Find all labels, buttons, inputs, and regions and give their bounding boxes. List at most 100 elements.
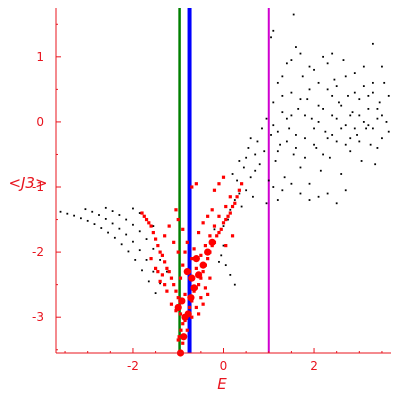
point-s1-93: [160, 273, 164, 277]
point-s1-31: [174, 289, 178, 293]
point-s0-187: [229, 273, 232, 276]
point-s0-138: [358, 114, 361, 117]
point-s0-84: [313, 68, 315, 71]
point-s0-70: [281, 111, 284, 114]
point-s0-74: [290, 91, 293, 94]
point-s0-8: [113, 236, 116, 239]
point-s0-60: [252, 195, 254, 198]
point-s1-40: [153, 237, 158, 241]
point-s0-103: [356, 134, 358, 136]
point-s0-141: [371, 127, 374, 130]
point-s0-64: [227, 218, 229, 221]
point-s0-172: [371, 42, 374, 45]
point-s0-27: [104, 206, 107, 209]
y-tick-label-1: -2: [32, 245, 44, 259]
point-s0-31: [132, 223, 134, 226]
point-s1-12: [201, 270, 205, 274]
point-s1-36: [163, 260, 167, 264]
point-s0-156: [281, 75, 284, 78]
point-s0-22: [132, 240, 134, 243]
point-s1-60: [199, 253, 203, 257]
point-s0-121: [281, 94, 284, 97]
point-s1-69: [206, 214, 210, 218]
point-s0-37: [132, 207, 134, 210]
point-s1-59: [194, 266, 198, 270]
point-s1-57: [185, 240, 189, 244]
point-s1-27: [235, 195, 239, 199]
point-s0-124: [295, 134, 297, 136]
point-s1-33: [169, 276, 174, 280]
point-s0-186: [224, 264, 227, 267]
point-s0-189: [218, 260, 220, 263]
point-s0-87: [319, 169, 322, 172]
point-s2-9: [204, 248, 212, 256]
point-s0-110: [371, 91, 374, 94]
point-s0-159: [308, 65, 311, 68]
point-s0-123: [290, 114, 293, 117]
point-s0-162: [335, 85, 338, 88]
point-s0-184: [222, 244, 225, 247]
point-s0-145: [285, 117, 288, 120]
point-s0-190: [222, 225, 225, 227]
point-s0-191: [213, 228, 216, 231]
point-s0-131: [326, 137, 329, 140]
point-s0-147: [304, 156, 306, 159]
point-s0-168: [270, 36, 272, 39]
point-s0-144: [276, 150, 279, 153]
point-s0-67: [274, 160, 277, 162]
point-s0-56: [238, 192, 241, 195]
point-s0-24: [145, 259, 148, 261]
point-s0-63: [229, 208, 232, 211]
point-s0-151: [340, 127, 343, 130]
point-s0-94: [335, 140, 338, 143]
point-s1-44: [144, 217, 149, 222]
point-s0-72: [285, 62, 288, 65]
point-s1-73: [183, 292, 187, 297]
point-s0-41: [231, 173, 234, 175]
point-s0-53: [265, 117, 268, 120]
point-s1-39: [156, 243, 160, 248]
point-s0-120: [276, 130, 279, 133]
point-s0-7: [107, 231, 109, 234]
point-s0-169: [272, 29, 275, 32]
point-s1-77: [176, 217, 180, 222]
point-s0-171: [331, 52, 334, 55]
point-s0-111: [374, 163, 377, 166]
point-s0-36: [166, 270, 168, 273]
point-s0-97: [342, 59, 345, 61]
point-s0-66: [272, 101, 275, 104]
point-s0-170: [292, 13, 295, 16]
point-s1-25: [230, 204, 235, 209]
point-s0-23: [138, 249, 141, 252]
point-s0-2: [73, 214, 76, 217]
point-s0-132: [331, 94, 334, 97]
point-s1-34: [167, 270, 171, 274]
point-s0-16: [91, 210, 94, 213]
point-s0-104: [358, 98, 361, 101]
point-s0-118: [387, 94, 390, 97]
point-s2-11: [188, 274, 196, 282]
point-s0-153: [358, 140, 361, 143]
axes: [55, 8, 391, 354]
point-s0-157: [290, 59, 293, 61]
point-s0-167: [381, 65, 383, 68]
point-s0-55: [233, 199, 236, 201]
point-s0-158: [299, 52, 302, 55]
point-s0-61: [254, 169, 257, 172]
point-s0-115: [383, 81, 386, 84]
point-s0-62: [238, 160, 241, 162]
point-s0-93: [333, 78, 336, 81]
point-s1-86: [208, 276, 212, 280]
point-s0-54: [267, 179, 270, 182]
point-s1-74: [178, 312, 183, 316]
y-tick-label-4: 1: [36, 50, 44, 64]
point-s0-5: [93, 223, 96, 226]
point-s0-75: [292, 153, 295, 156]
point-s1-22: [224, 217, 228, 222]
point-s1-81: [217, 182, 221, 186]
point-s2-1: [178, 297, 186, 305]
point-s1-99: [197, 312, 201, 316]
point-s0-152: [349, 137, 352, 140]
point-s0-25: [152, 270, 155, 273]
